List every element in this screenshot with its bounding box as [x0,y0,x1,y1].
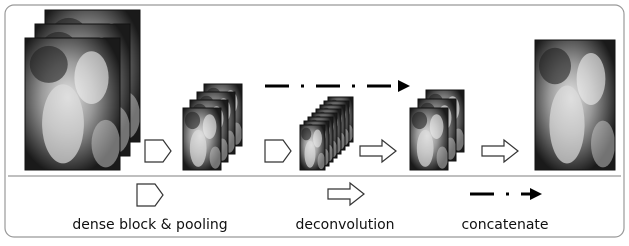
pool-arrow [265,140,291,162]
legend-deconv-icon [328,183,364,205]
feature-map [183,108,221,170]
feature-map [410,108,448,170]
pool-arrow [145,140,171,162]
feature-map [25,38,120,170]
image-stacks [25,10,615,170]
legend-label: concatenate [461,217,548,233]
legend-label: deconvolution [295,217,394,233]
deconv-arrow [360,140,396,162]
deconv-arrow [482,140,518,162]
legend-pool-icon [137,184,163,206]
legend-label: dense block & pooling [72,217,227,233]
feature-map [300,125,325,170]
legend-concat-head [530,188,542,200]
feature-map [535,40,615,170]
concat-head [398,80,410,92]
figure: dense block & pooling deconvolution conc… [0,0,629,242]
